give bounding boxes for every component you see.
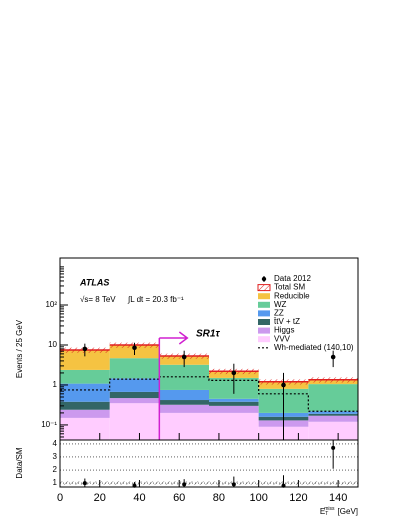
stack-bar [109,398,160,404]
legend-swatch [261,276,267,282]
legend-entry: Higgs [274,326,294,335]
cut-arrow [159,331,189,345]
stack-bar [308,411,358,414]
stack-bar [308,421,358,440]
data-point [281,382,286,388]
y-tick-label: 1 [53,380,58,389]
data-point [330,354,336,360]
signal-line [60,376,358,412]
x-label-sub: T [325,511,328,517]
luminosity: ∫L dt = 20.3 fb⁻¹ [127,295,184,304]
ratio-tick-label: 3 [53,452,58,461]
legend-swatch [258,293,270,300]
data-point [132,345,137,351]
x-label-unit: [GeV] [338,507,358,516]
stack-bar [60,383,110,402]
stack-bar [159,412,209,440]
stack-bar [60,417,110,440]
legend-swatch [258,310,270,317]
energy: √s= 8 TeV [80,295,116,304]
stack-bar [109,358,160,379]
legend-swatch [258,319,270,325]
ratio-frame [59,439,359,488]
legend-entry: t̄tV + tZ [273,317,300,326]
stack-bar [308,415,358,422]
stack-bar [60,350,110,370]
ratio-label: Data/SM [15,447,24,478]
y-tick-label: 10⁻¹ [41,420,57,429]
legend-signal: Wh-mediated (140,10) [274,343,354,352]
x-label: ETmiss [GeV] [320,506,358,517]
ratio-tick-label: 1 [53,478,58,487]
x-tick-label: 20 [94,492,106,504]
ratio-tick-label: 4 [53,439,58,448]
x-tick-label: 40 [133,492,145,504]
experiment: ATLAS [79,277,109,287]
stack-bar [209,401,259,406]
x-label-symbol: E [320,507,325,516]
legend-swatch [257,284,271,292]
stack-bar [60,409,110,418]
stack-bar [209,405,259,413]
stack-bar [209,398,259,402]
stack-bar [60,401,110,410]
legend-swatch [258,301,270,308]
ratio-point [82,481,87,486]
stack-bar [60,369,110,384]
legend-entry: WZ [274,300,287,309]
ratio-band [60,481,358,486]
stack-bar [109,378,160,392]
x-tick-label: 100 [249,492,267,504]
ratio-point [331,445,336,450]
legend-total: Total SM [274,283,305,292]
data-point [181,354,187,360]
stack-bar [308,413,358,416]
stack-bar [109,403,160,440]
stack-bar [209,412,259,440]
stack-bar [159,389,209,401]
x-tick-label: 140 [329,492,347,504]
y-tick-label: 10 [48,340,57,349]
ratio-point [182,482,187,487]
y-tick-label: 10² [45,300,57,309]
stack-bar [159,404,209,413]
x-tick-label: 80 [213,492,225,504]
legend-entry: ZZ [274,309,284,318]
ratio-point [231,482,236,487]
legend-data: Data 2012 [274,274,311,283]
stack-bar [159,400,209,405]
stack-bar [109,391,160,399]
ratio-tick-label: 2 [53,465,58,474]
x-tick-label: 120 [289,492,307,504]
legend-swatch [258,327,270,334]
x-tick-label: 0 [57,492,63,504]
legend-swatch [258,336,270,343]
legend-entry: Reducible [274,291,310,300]
stack-bar [308,384,358,412]
data-point [231,370,237,376]
legend-entry: VVV [274,334,291,343]
x-label-sup: miss [324,506,335,512]
x-tick-label: 60 [173,492,185,504]
data-point [82,346,88,352]
y-label: Events / 25 GeV [15,319,24,378]
region: SR1τ [196,329,220,340]
